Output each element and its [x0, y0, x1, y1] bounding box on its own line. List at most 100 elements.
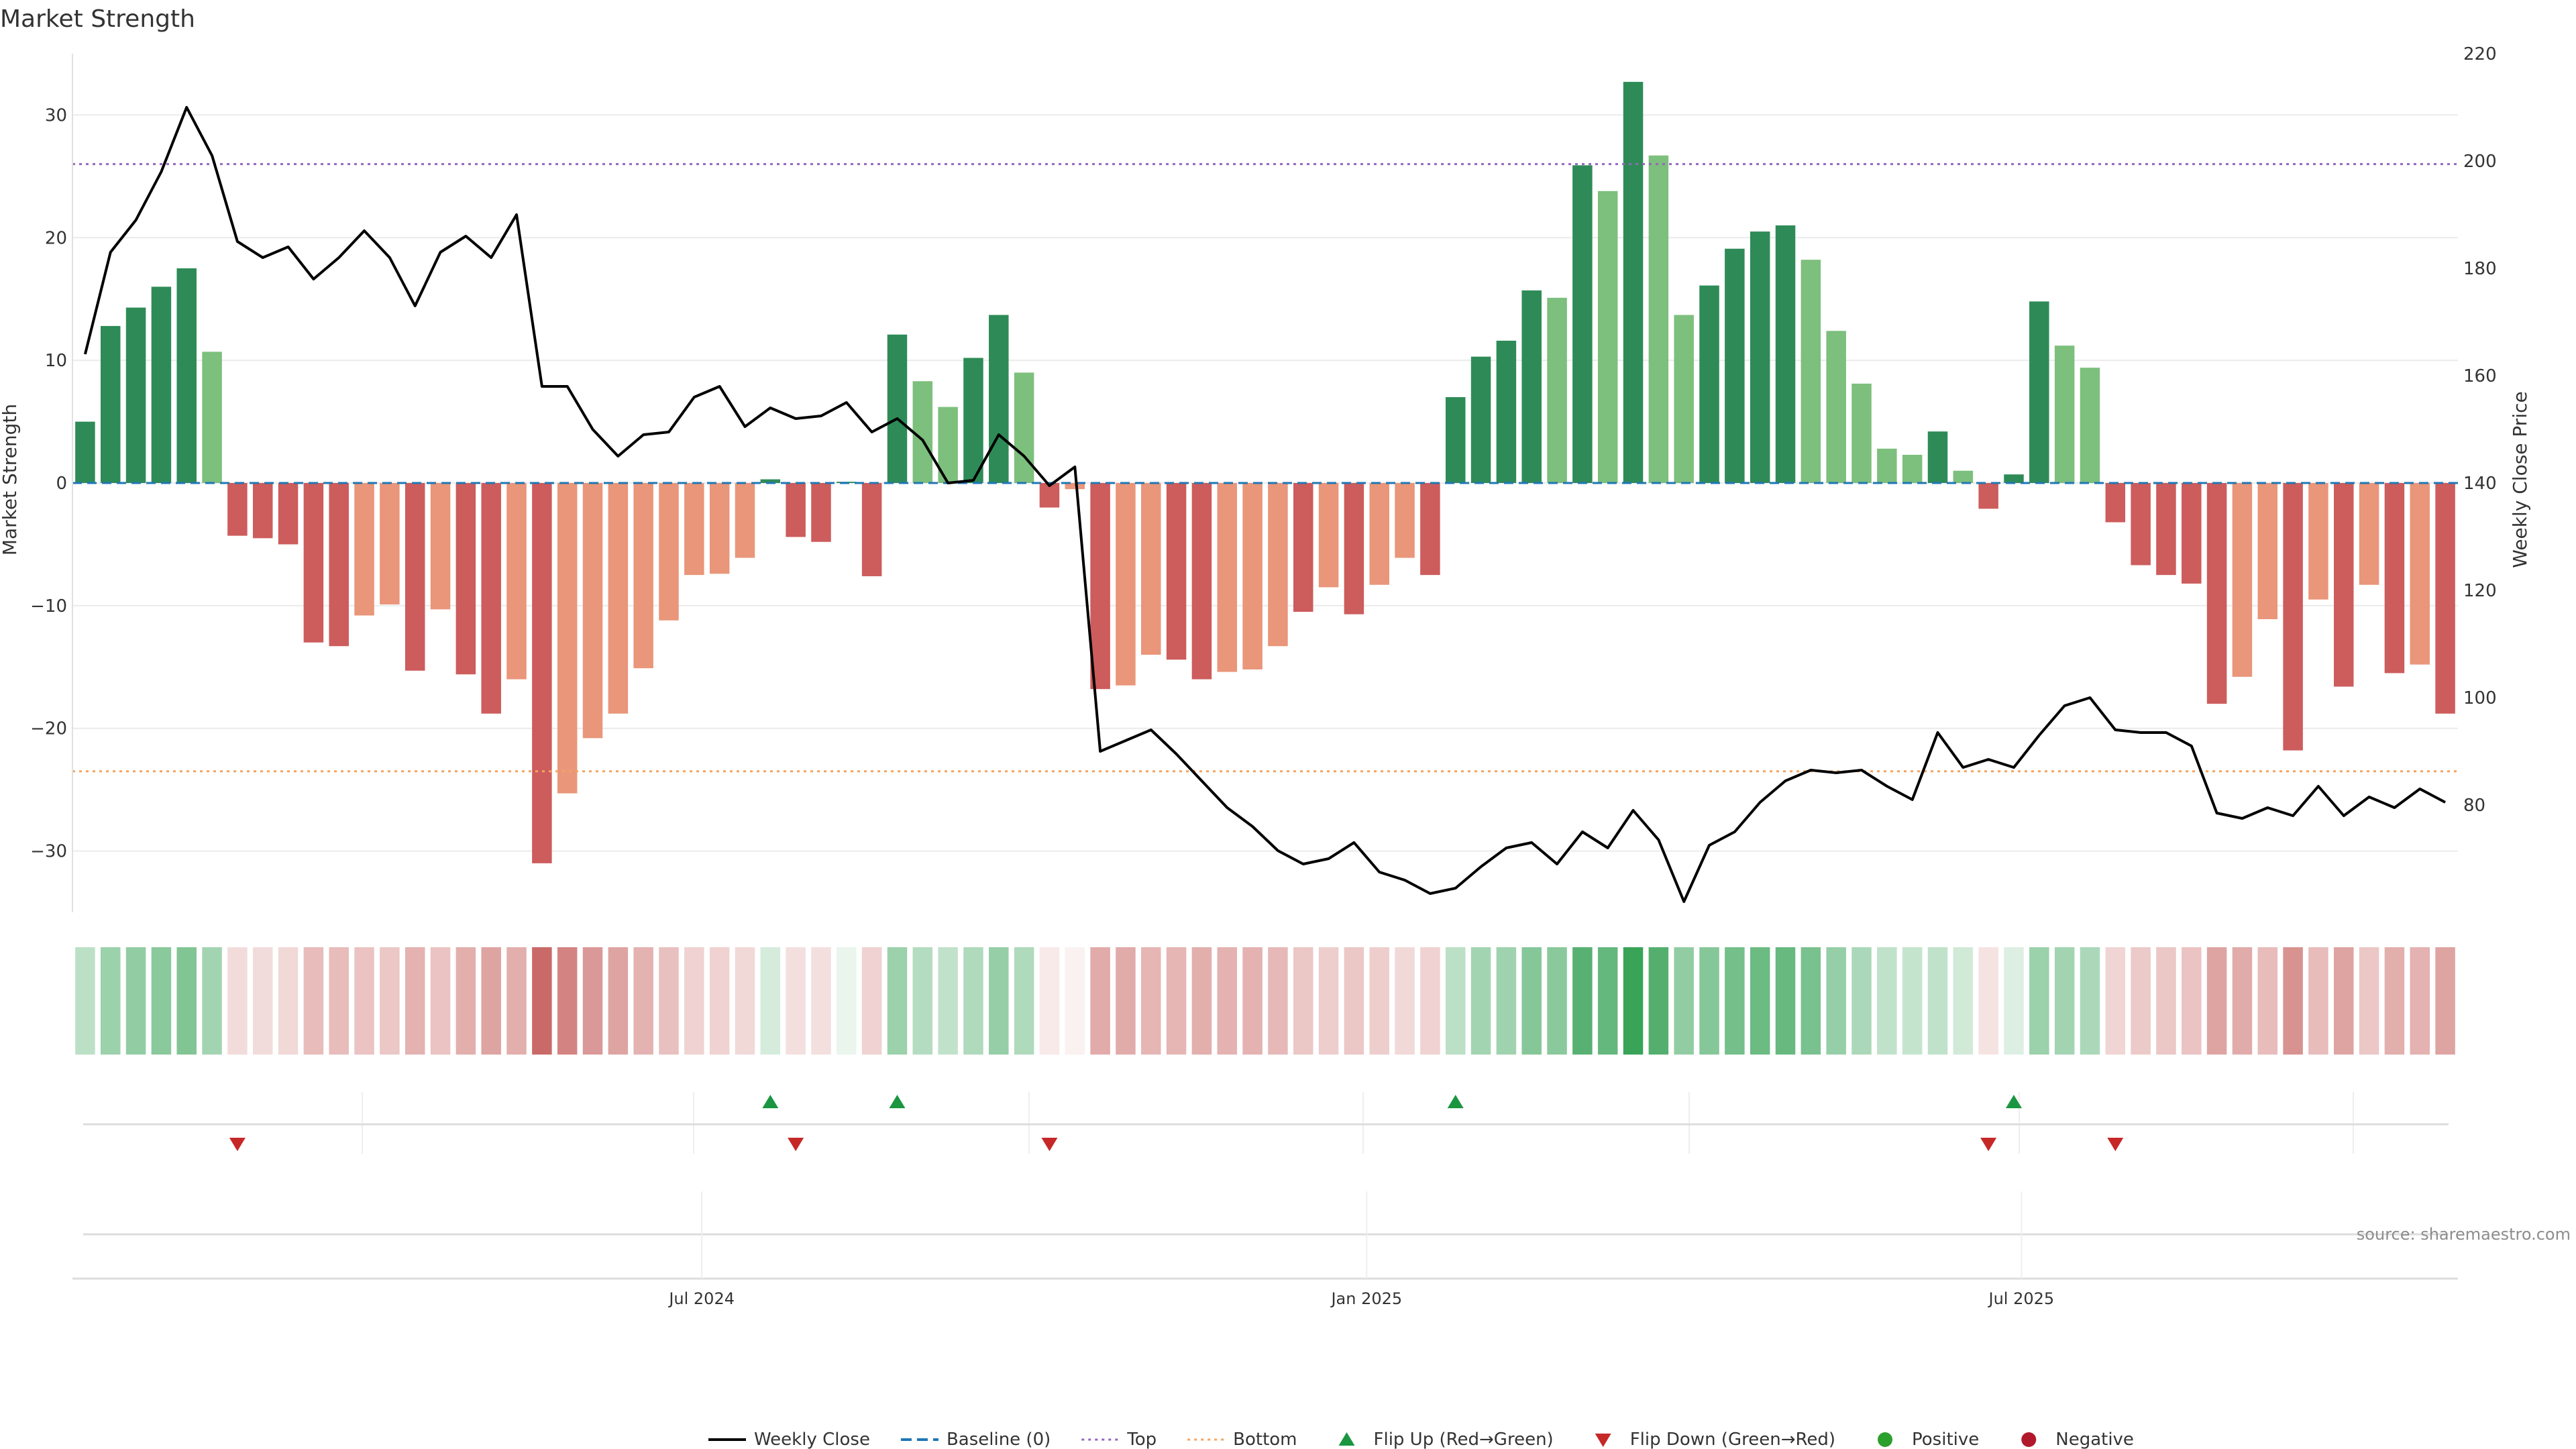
- strength-bar: [2257, 483, 2278, 619]
- right-axis: 80 100 120 140 160 180 200 220: [2463, 44, 2497, 816]
- heat-strip: [75, 947, 2455, 1055]
- heat-cell: [1293, 947, 1313, 1055]
- heat-cell: [506, 947, 527, 1055]
- heat-cell: [532, 947, 552, 1055]
- circle-icon: [1878, 1432, 1893, 1447]
- strength-bar: [2232, 483, 2253, 677]
- heat-cell: [75, 947, 95, 1055]
- flip-down-marker: [1041, 1138, 1058, 1151]
- heat-cell: [1166, 947, 1187, 1055]
- flip-down-marker: [2107, 1138, 2124, 1151]
- strength-bar: [2384, 483, 2405, 674]
- strength-bar: [1293, 483, 1313, 612]
- legend-item: Flip Down (Green→Red): [1595, 1430, 1835, 1449]
- strength-bar: [329, 483, 349, 647]
- strength-bar: [709, 483, 730, 574]
- x-tick-label: Jul 2025: [1987, 1289, 2054, 1308]
- heat-cell: [2435, 947, 2455, 1055]
- strength-bar: [506, 483, 527, 680]
- heat-cell: [2206, 947, 2227, 1055]
- y-axis-label: Market Strength: [0, 404, 21, 555]
- y2-tick-label: 200: [2463, 152, 2497, 172]
- strength-bar: [2283, 483, 2303, 751]
- strength-bar: [659, 483, 679, 621]
- heat-cell: [557, 947, 578, 1055]
- strength-bar: [278, 483, 299, 545]
- y2-tick-label: 80: [2463, 796, 2485, 816]
- strength-bar: [1242, 483, 1263, 669]
- y-tick-label: −10: [30, 596, 67, 616]
- heat-cell: [1141, 947, 1161, 1055]
- strength-bar: [2410, 483, 2430, 665]
- chart-title: Market Strength: [0, 5, 195, 33]
- heat-cell: [1725, 947, 1745, 1055]
- heat-cell: [887, 947, 908, 1055]
- heat-cell: [2334, 947, 2354, 1055]
- legend-item: Bottom: [1187, 1430, 1297, 1449]
- heat-cell: [2308, 947, 2328, 1055]
- heat-cell: [405, 947, 425, 1055]
- strength-bar: [1065, 483, 1085, 490]
- strength-bar: [1090, 483, 1110, 690]
- strength-bar: [303, 483, 324, 643]
- strength-bar: [887, 334, 908, 483]
- heat-cell: [1547, 947, 1567, 1055]
- legend-label: Negative: [2055, 1430, 2134, 1449]
- legend-item: Negative: [2021, 1430, 2134, 1449]
- strength-bar: [1699, 285, 1719, 483]
- heat-cell: [1420, 947, 1440, 1055]
- strength-bar: [912, 381, 933, 483]
- strength-bar: [1725, 248, 1745, 483]
- strength-bar: [1420, 483, 1440, 576]
- heat-cell: [2131, 947, 2151, 1055]
- strength-bar: [1547, 297, 1567, 483]
- strength-bar: [1927, 431, 1948, 483]
- strength-bar: [786, 483, 806, 537]
- flip-markers: [83, 1092, 2449, 1154]
- heat-cell: [938, 947, 958, 1055]
- strength-bar: [151, 286, 172, 483]
- heat-cell: [735, 947, 755, 1055]
- strength-bar: [1775, 225, 1796, 483]
- strength-bar: [481, 483, 501, 714]
- strength-bar: [455, 483, 476, 675]
- heat-cell: [1470, 947, 1491, 1055]
- strength-bar: [405, 483, 425, 671]
- strength-bar: [1597, 191, 1618, 483]
- y-tick-label: 30: [45, 105, 67, 125]
- strength-bar: [1369, 483, 1389, 585]
- strength-bar: [1648, 155, 1669, 483]
- strength-bar: [1902, 454, 1923, 483]
- legend-label: Top: [1126, 1430, 1157, 1449]
- heat-cell: [811, 947, 831, 1055]
- heat-cell: [2384, 947, 2405, 1055]
- strength-bar: [2359, 483, 2379, 585]
- strength-bar: [1445, 397, 1466, 483]
- strength-bar: [2054, 345, 2075, 483]
- strength-bar: [811, 483, 831, 542]
- strength-bar: [252, 483, 273, 539]
- legend-item: Flip Up (Red→Green): [1338, 1430, 1554, 1449]
- strength-bar: [2004, 474, 2024, 483]
- strength-bar: [2435, 483, 2455, 714]
- heat-cell: [1775, 947, 1796, 1055]
- heat-cell: [252, 947, 273, 1055]
- heat-cell: [1953, 947, 1974, 1055]
- legend-item: Top: [1081, 1430, 1157, 1449]
- heat-cell: [202, 947, 222, 1055]
- heat-cell: [1369, 947, 1389, 1055]
- strength-bar: [684, 483, 704, 576]
- y-tick-label: 10: [45, 351, 67, 371]
- heat-cell: [1623, 947, 1644, 1055]
- heat-cell: [1978, 947, 1998, 1055]
- strength-bar: [1851, 383, 1872, 483]
- x-tick-label: Jul 2024: [667, 1289, 735, 1308]
- x-axis: Jul 2024 Jan 2025 Jul 2025: [72, 1191, 2458, 1308]
- strength-bar: [1953, 470, 1974, 483]
- y-tick-label: 20: [45, 228, 67, 248]
- heat-cell: [2257, 947, 2278, 1055]
- heat-cell: [861, 947, 882, 1055]
- strength-bar: [1978, 483, 1998, 509]
- strength-bar: [2206, 483, 2227, 704]
- heat-cell: [1699, 947, 1719, 1055]
